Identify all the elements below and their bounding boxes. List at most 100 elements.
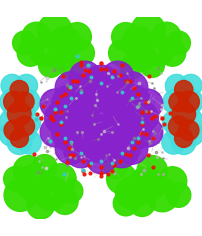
Circle shape	[45, 164, 76, 194]
Circle shape	[52, 113, 90, 152]
Circle shape	[10, 117, 36, 143]
Circle shape	[83, 65, 119, 102]
Circle shape	[52, 188, 78, 215]
Circle shape	[15, 74, 37, 97]
Circle shape	[10, 129, 28, 148]
Circle shape	[32, 155, 57, 179]
Circle shape	[47, 43, 74, 71]
Circle shape	[111, 23, 139, 51]
Circle shape	[162, 89, 187, 114]
Circle shape	[179, 74, 201, 97]
Circle shape	[179, 122, 202, 146]
Circle shape	[125, 102, 158, 134]
Circle shape	[120, 55, 143, 79]
Circle shape	[175, 108, 202, 136]
Circle shape	[151, 22, 180, 51]
Circle shape	[166, 31, 189, 55]
Circle shape	[0, 122, 23, 146]
Circle shape	[176, 88, 202, 115]
Circle shape	[55, 96, 99, 140]
Circle shape	[116, 133, 147, 164]
Circle shape	[15, 89, 40, 114]
Circle shape	[166, 183, 190, 207]
Circle shape	[161, 131, 184, 154]
Circle shape	[178, 120, 198, 140]
Circle shape	[4, 120, 24, 140]
Circle shape	[33, 176, 68, 210]
Circle shape	[4, 91, 25, 112]
Circle shape	[165, 74, 187, 97]
Circle shape	[145, 178, 178, 212]
Circle shape	[22, 22, 51, 51]
Circle shape	[168, 92, 187, 111]
Circle shape	[115, 177, 147, 209]
Circle shape	[0, 88, 26, 115]
Circle shape	[103, 96, 147, 140]
Circle shape	[174, 129, 192, 148]
Circle shape	[55, 72, 86, 103]
Circle shape	[75, 85, 127, 138]
Circle shape	[104, 133, 138, 168]
Circle shape	[64, 133, 98, 168]
Circle shape	[55, 133, 86, 164]
Circle shape	[106, 164, 136, 194]
Circle shape	[136, 156, 167, 186]
Circle shape	[69, 61, 101, 94]
Circle shape	[70, 113, 112, 156]
Circle shape	[68, 40, 94, 66]
Circle shape	[38, 53, 63, 77]
Circle shape	[171, 130, 195, 155]
Circle shape	[13, 31, 36, 55]
Circle shape	[101, 61, 133, 94]
Circle shape	[16, 164, 53, 202]
Circle shape	[18, 111, 40, 133]
Circle shape	[166, 117, 192, 143]
Circle shape	[133, 118, 162, 147]
Circle shape	[63, 23, 91, 51]
Circle shape	[139, 53, 164, 77]
Circle shape	[162, 111, 184, 133]
Circle shape	[86, 143, 116, 174]
Circle shape	[177, 91, 198, 112]
Circle shape	[44, 102, 77, 134]
Circle shape	[113, 191, 138, 216]
Circle shape	[0, 108, 27, 136]
Circle shape	[7, 130, 31, 155]
Circle shape	[174, 80, 192, 99]
Circle shape	[18, 131, 41, 154]
Circle shape	[121, 27, 154, 59]
Circle shape	[5, 95, 34, 125]
Circle shape	[4, 179, 36, 211]
Circle shape	[48, 27, 81, 59]
Circle shape	[116, 72, 147, 103]
Circle shape	[7, 102, 31, 126]
Circle shape	[128, 43, 155, 71]
Circle shape	[112, 113, 150, 152]
Circle shape	[15, 92, 34, 111]
Circle shape	[59, 55, 82, 79]
Circle shape	[40, 89, 69, 118]
Circle shape	[13, 156, 43, 186]
Circle shape	[83, 126, 119, 163]
Circle shape	[133, 89, 162, 118]
Circle shape	[40, 118, 69, 147]
Circle shape	[90, 113, 132, 156]
Circle shape	[4, 166, 29, 191]
Circle shape	[71, 73, 111, 114]
Circle shape	[1, 74, 23, 97]
Circle shape	[29, 36, 60, 66]
Circle shape	[10, 80, 28, 99]
Circle shape	[168, 95, 197, 125]
Circle shape	[128, 190, 155, 216]
Circle shape	[112, 84, 150, 123]
Circle shape	[171, 102, 195, 126]
Circle shape	[91, 73, 131, 114]
Circle shape	[52, 84, 90, 123]
Circle shape	[128, 167, 163, 203]
Circle shape	[27, 191, 54, 219]
Circle shape	[59, 179, 82, 203]
Circle shape	[168, 116, 188, 136]
Circle shape	[103, 155, 127, 178]
Circle shape	[159, 40, 185, 66]
Circle shape	[37, 13, 72, 48]
